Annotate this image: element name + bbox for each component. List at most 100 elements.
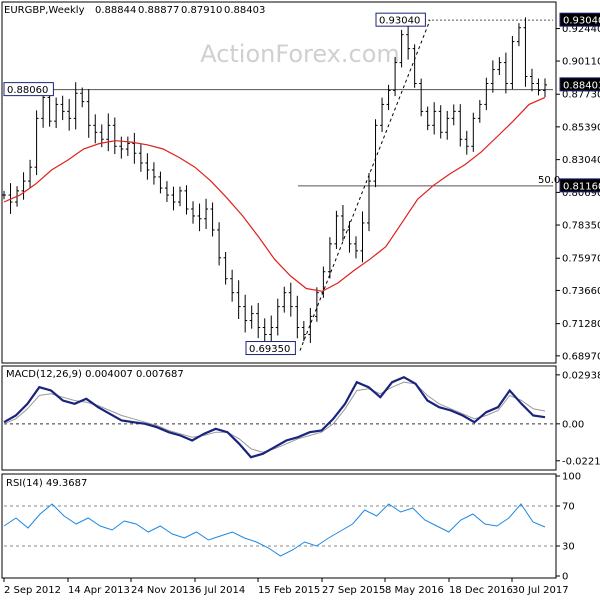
macd-tick-label: 0.029387 (562, 370, 600, 381)
price-bar (490, 60, 495, 93)
price-bar (347, 221, 352, 253)
price-bar (28, 159, 33, 189)
price-bar (503, 52, 508, 94)
price-bar (288, 282, 293, 317)
ohlc-low: 0.87910 (181, 5, 222, 16)
price-bar (2, 190, 6, 200)
price-tick-label: 0.90110 (562, 57, 600, 68)
ohlc-high: 0.88877 (138, 5, 179, 16)
low-value-label: 0.69350 (245, 341, 296, 356)
price-bar (484, 77, 489, 111)
rsi-tick-label: 70 (562, 502, 575, 513)
x-tick-label: 15 Feb 2015 (258, 585, 320, 596)
rsi-tick-label: 100 (562, 472, 581, 483)
rsi-panel: RSI(14) 49.3687 100 70 30 0 (1, 472, 581, 583)
price-tick-label: 0.87730 (562, 90, 600, 101)
macd-y-ticks: 0.029387 0.00 -0.022161 (556, 370, 600, 467)
price-bar (497, 57, 502, 76)
current-price-label-text: 0.88403 (563, 80, 600, 91)
price-tick-label: 0.68970 (562, 351, 600, 362)
price-bar (386, 84, 391, 111)
price-bar (125, 136, 130, 156)
price-bar (432, 102, 437, 135)
price-bar (367, 172, 372, 232)
price-bar (197, 203, 202, 232)
right-high-label: 0.93040 (559, 12, 600, 27)
price-tick-label: 0.85390 (562, 122, 600, 133)
fib-pct-label: 50.0 (538, 175, 560, 186)
price-bar (106, 113, 111, 152)
price-bar (151, 162, 156, 185)
price-bar (275, 298, 280, 336)
price-tick-label: 0.75970 (562, 254, 600, 265)
right-high-label-text: 0.93040 (563, 16, 600, 27)
left-level-label: 0.88060 (3, 82, 54, 97)
price-bar (158, 171, 163, 194)
price-bar (262, 318, 267, 344)
price-bar (529, 68, 534, 92)
price-bar (314, 287, 319, 322)
price-bar (380, 97, 385, 133)
price-tick-label: 0.80690 (562, 188, 600, 199)
rsi-tick-label: 0 (562, 572, 568, 583)
price-bar (34, 110, 39, 176)
price-bar (406, 23, 411, 60)
price-bar (67, 99, 72, 131)
price-bar (536, 78, 541, 96)
macd-panel-frame (1, 365, 557, 471)
price-bar (145, 153, 150, 180)
price-bar (236, 280, 241, 320)
x-tick-label: 6 Jul 2014 (195, 585, 245, 596)
price-bar (516, 23, 521, 47)
price-bar (308, 307, 313, 343)
fib-value-label-text: 0.81160 (563, 181, 600, 192)
price-tick-label: 0.92440 (562, 24, 600, 35)
fib-projection-line (299, 19, 431, 351)
price-bar (451, 104, 456, 126)
macd-line (3, 375, 546, 459)
x-tick-label: 24 Nov 2013 (131, 585, 195, 596)
price-bars (2, 17, 547, 347)
price-value-labels: 0.93040 0.69350 0.88060 0.93040 0.88403 0.811… (3, 12, 600, 356)
price-bar (340, 204, 345, 241)
price-bar (523, 17, 528, 87)
macd-tick-label: 0.00 (562, 419, 584, 430)
x-tick-label: 18 Dec 2016 (449, 585, 513, 596)
rsi-tick-label: 30 (562, 542, 575, 553)
price-bar (210, 202, 215, 237)
price-bar (360, 211, 365, 263)
price-bar (327, 237, 332, 279)
rsi-title: RSI(14) 49.3687 (6, 478, 87, 489)
high-value-label: 0.93040 (375, 12, 426, 27)
price-bar (204, 198, 209, 229)
price-bar (73, 82, 78, 130)
price-tick-label: 0.71280 (562, 319, 600, 330)
rsi-line (3, 503, 546, 557)
price-bar (399, 29, 404, 68)
price-bar (184, 185, 189, 215)
price-tick-label: 0.73660 (562, 286, 600, 297)
price-bar (93, 114, 98, 144)
x-axis: 2 Sep 2012 14 Apr 2013 24 Nov 2013 6 Jul 20… (3, 578, 569, 596)
price-bar (249, 305, 254, 329)
price-tick-label: 0.83040 (562, 155, 600, 166)
price-bar (425, 106, 430, 131)
price-panel-frame (1, 1, 557, 364)
fib-value-label: 0.81160 (559, 178, 600, 193)
x-tick-label: 8 May 2016 (385, 585, 444, 596)
price-bar (393, 56, 398, 97)
price-bar (282, 286, 287, 313)
current-price-label: 0.88403 (559, 77, 600, 92)
price-bar (477, 99, 482, 123)
price-bar (243, 294, 248, 333)
low-value-label-text: 0.69350 (249, 344, 290, 355)
rsi-panel-frame (1, 473, 557, 579)
price-y-ticks: 0.92440 0.90110 0.87730 0.85390 0.83040 0.806… (556, 24, 600, 362)
ohlc-close: 0.88403 (224, 5, 265, 16)
price-bar (419, 78, 424, 117)
price-bar (177, 186, 182, 207)
macd-tick-label: -0.022161 (562, 456, 600, 467)
price-bar (171, 186, 176, 211)
watermark: ActionForex.com (200, 40, 400, 68)
